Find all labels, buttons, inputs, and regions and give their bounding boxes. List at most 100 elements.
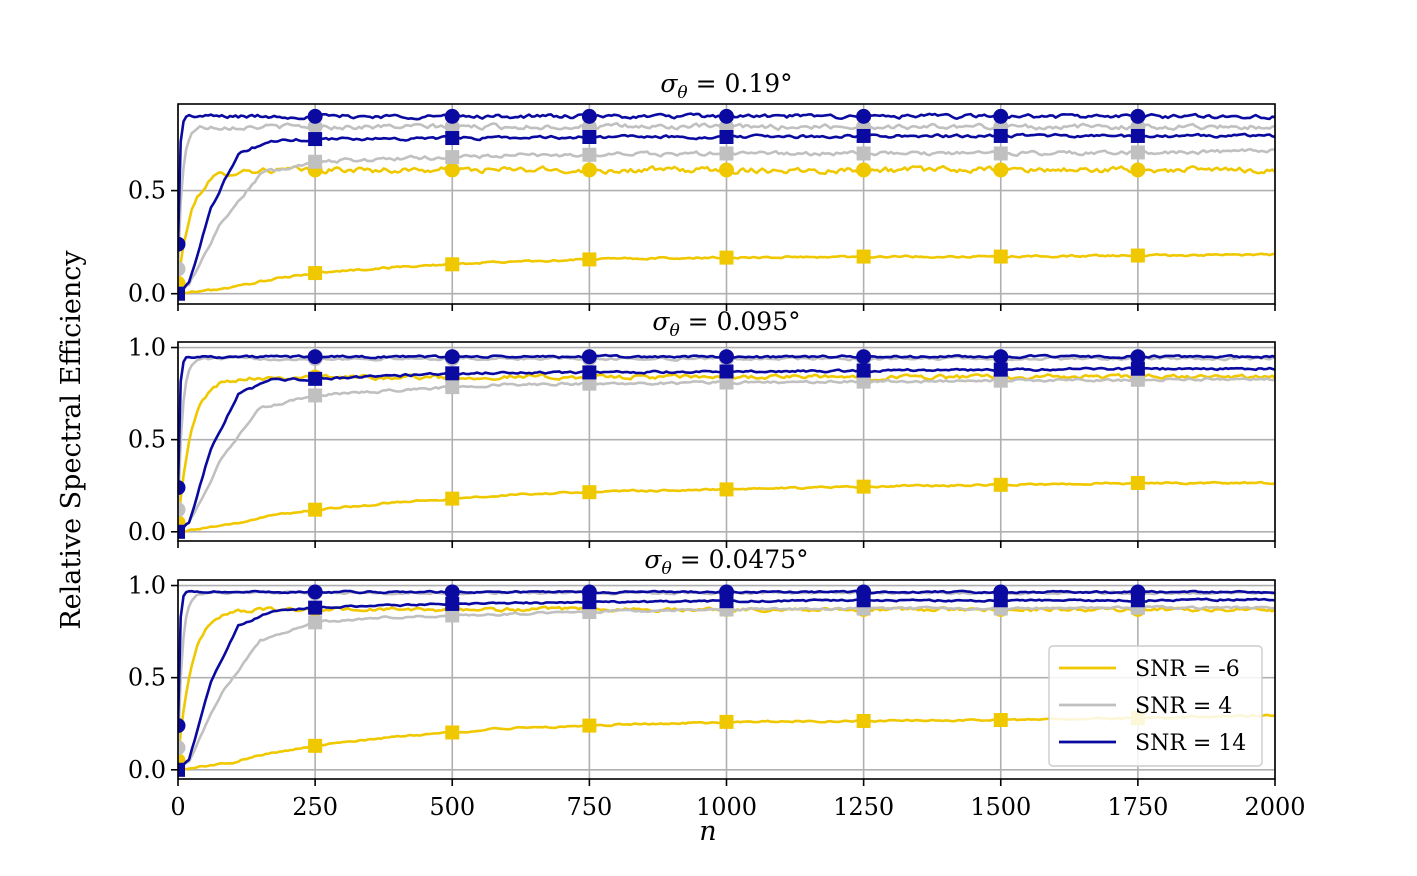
y-tick-label: 0.0 bbox=[128, 280, 166, 308]
title-subscript: θ bbox=[669, 321, 679, 341]
marker-square bbox=[993, 249, 1008, 264]
marker-circle bbox=[1130, 162, 1146, 178]
marker-circle bbox=[307, 349, 323, 365]
marker-square bbox=[582, 718, 597, 733]
marker-circle bbox=[856, 108, 872, 124]
marker-square bbox=[308, 615, 323, 630]
title-value: = 0.095° bbox=[680, 307, 801, 336]
panel-2: 0.0 0.5 1.0 σθ = 0.095° bbox=[128, 307, 1276, 548]
title-symbol: σ bbox=[652, 307, 670, 336]
marker-circle bbox=[307, 584, 323, 600]
marker-circle bbox=[444, 162, 460, 178]
title-symbol: σ bbox=[644, 545, 662, 574]
y-tick-label: 0.0 bbox=[128, 518, 166, 546]
marker-square bbox=[1130, 372, 1145, 387]
marker-circle bbox=[444, 119, 460, 135]
marker-circle bbox=[993, 162, 1009, 178]
marker-square bbox=[445, 131, 460, 146]
marker-square bbox=[308, 738, 323, 753]
marker-circle bbox=[1130, 108, 1146, 124]
marker-square bbox=[719, 129, 734, 144]
marker-square bbox=[719, 714, 734, 729]
x-tick-label: 1000 bbox=[696, 793, 757, 821]
marker-square bbox=[445, 596, 460, 611]
y-tick-label: 0.5 bbox=[128, 177, 166, 205]
marker-square bbox=[1130, 145, 1145, 160]
marker-square bbox=[445, 366, 460, 381]
marker-square bbox=[582, 365, 597, 380]
marker-square bbox=[993, 713, 1008, 728]
marker-circle bbox=[1130, 349, 1146, 365]
marker-square bbox=[308, 600, 323, 615]
marker-square bbox=[445, 257, 460, 272]
panel-1: 0.0 0.5 σθ = 0.19° bbox=[128, 69, 1276, 311]
legend-label: SNR = 4 bbox=[1135, 694, 1232, 719]
marker-square bbox=[856, 363, 871, 378]
series-group bbox=[178, 584, 1275, 777]
marker-square bbox=[308, 154, 323, 169]
marker-square bbox=[993, 593, 1008, 608]
marker-square bbox=[445, 608, 460, 623]
x-tick-label: 250 bbox=[292, 793, 338, 821]
title-value: = 0.19° bbox=[688, 69, 793, 98]
marker-square bbox=[445, 150, 460, 165]
marker-square bbox=[993, 128, 1008, 143]
marker-circle bbox=[444, 349, 460, 365]
marker-square bbox=[1130, 593, 1145, 608]
marker-square bbox=[582, 252, 597, 267]
marker-square bbox=[993, 362, 1008, 377]
marker-square bbox=[856, 374, 871, 389]
marker-square bbox=[1130, 361, 1145, 376]
marker-square bbox=[308, 371, 323, 386]
marker-square bbox=[445, 725, 460, 740]
panel-title: σθ = 0.19° bbox=[660, 69, 792, 103]
title-symbol: σ bbox=[660, 69, 678, 98]
marker-circle bbox=[444, 108, 460, 124]
marker-circle bbox=[178, 236, 186, 252]
x-tick-label: 500 bbox=[429, 793, 475, 821]
marker-square bbox=[308, 388, 323, 403]
panel-title: σθ = 0.0475° bbox=[644, 545, 808, 579]
marker-circle bbox=[993, 108, 1009, 124]
marker-square bbox=[719, 594, 734, 609]
marker-square bbox=[178, 524, 185, 539]
legend-label: SNR = -6 bbox=[1135, 657, 1240, 682]
marker-circle bbox=[581, 108, 597, 124]
chart-panels: 0.00.5σθ = 0.19°0.00.51.0σθ = 0.095°0.00… bbox=[128, 69, 1306, 821]
marker-square bbox=[993, 373, 1008, 388]
y-tick-label: 0.5 bbox=[128, 426, 166, 454]
marker-square bbox=[856, 713, 871, 728]
marker-circle bbox=[856, 162, 872, 178]
marker-square bbox=[178, 286, 185, 301]
marker-square bbox=[1130, 128, 1145, 143]
marker-square bbox=[1130, 475, 1145, 490]
marker-square bbox=[308, 132, 323, 147]
marker-square bbox=[719, 364, 734, 379]
x-tick-label: 750 bbox=[566, 793, 612, 821]
marker-circle bbox=[719, 108, 734, 124]
marker-circle bbox=[993, 349, 1009, 365]
marker-square bbox=[1130, 248, 1145, 263]
marker-square bbox=[719, 482, 734, 497]
legend-label: SNR = 14 bbox=[1135, 731, 1246, 756]
marker-circle bbox=[178, 718, 186, 734]
marker-square bbox=[582, 376, 597, 391]
marker-circle bbox=[856, 349, 872, 365]
y-tick-label: 1.0 bbox=[128, 572, 166, 600]
marker-square bbox=[856, 593, 871, 608]
marker-circle bbox=[719, 162, 734, 178]
marker-square bbox=[993, 146, 1008, 161]
y-tick-label: 1.0 bbox=[128, 334, 166, 362]
x-axis-label: n bbox=[699, 816, 716, 847]
marker-circle bbox=[719, 349, 734, 365]
marker-circle bbox=[307, 119, 323, 135]
marker-circle bbox=[178, 261, 186, 277]
marker-square bbox=[582, 147, 597, 162]
x-tick-label: 0 bbox=[170, 793, 185, 821]
legend-box bbox=[1048, 645, 1263, 767]
marker-circle bbox=[581, 349, 597, 365]
title-subscript: θ bbox=[677, 83, 687, 103]
marker-square bbox=[856, 479, 871, 494]
marker-circle bbox=[178, 502, 186, 518]
